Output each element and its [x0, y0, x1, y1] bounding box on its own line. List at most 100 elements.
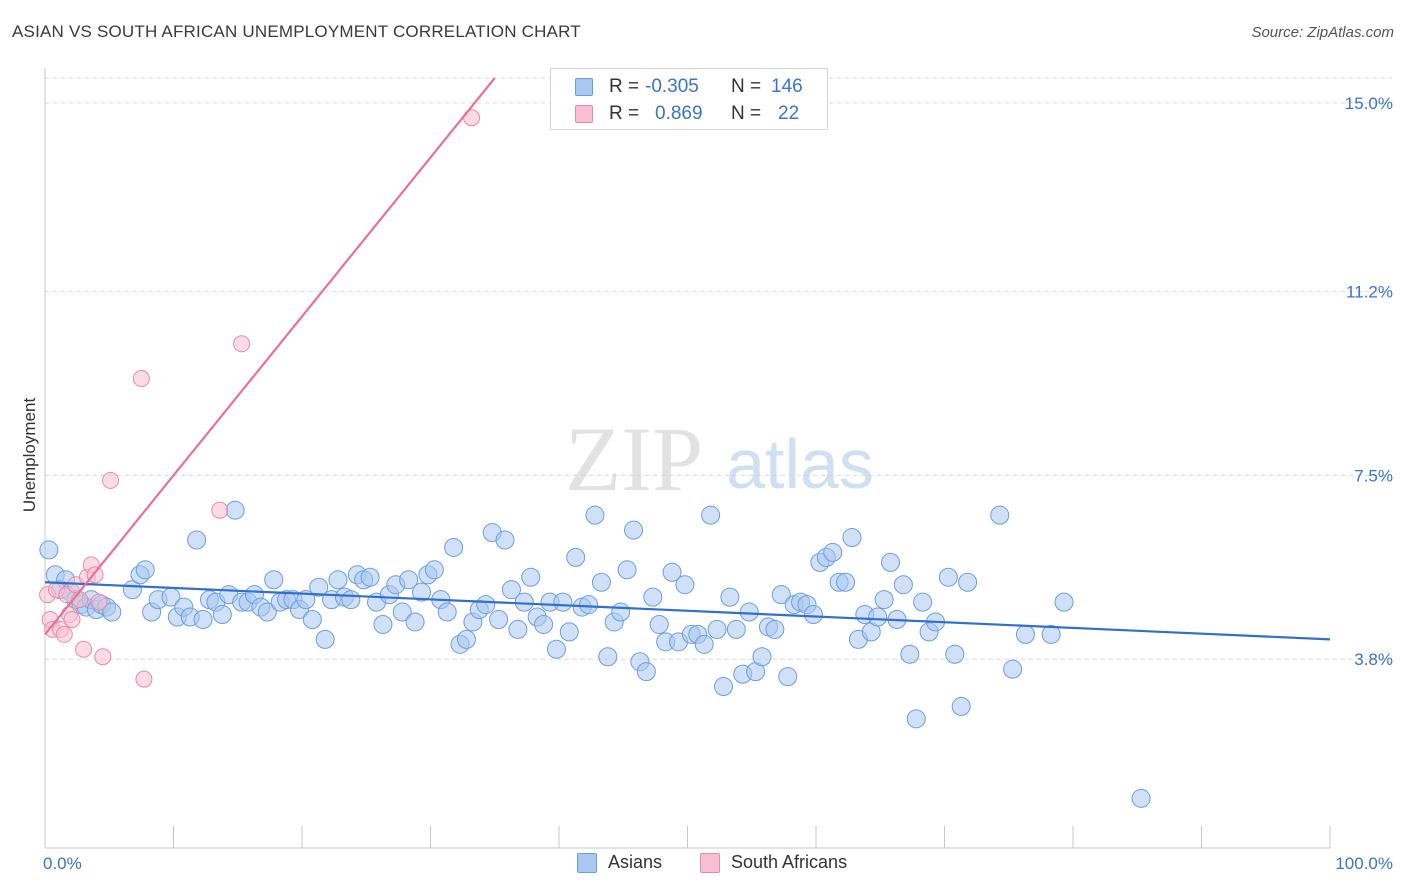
- asian-point: [264, 570, 284, 590]
- asian-point: [649, 614, 669, 634]
- bottom-legend-swatch-south-africans: [700, 853, 720, 873]
- asian-point: [257, 602, 277, 622]
- y-axis-label: Unemployment: [20, 397, 39, 513]
- south-african-point: [102, 471, 120, 489]
- south-african-trend-line: [44, 77, 496, 636]
- x-tick-label: 0.0%: [43, 854, 82, 873]
- asian-point: [444, 537, 464, 557]
- asian-point: [694, 634, 714, 654]
- legend-n-value: 22: [778, 103, 800, 124]
- south-african-point: [55, 625, 73, 643]
- legend-r-value: -0.305: [645, 76, 699, 97]
- south-african-point: [211, 501, 229, 519]
- asian-point: [566, 547, 586, 567]
- asian-point: [328, 570, 348, 590]
- asian-point: [579, 595, 599, 615]
- asian-point: [636, 662, 656, 682]
- asian-point: [836, 572, 856, 592]
- asian-point: [546, 639, 566, 659]
- asian-point: [1041, 624, 1061, 644]
- y-tick-label: 15.0%: [1345, 94, 1393, 113]
- asian-point: [868, 607, 888, 627]
- legend-swatch-south-africans: [575, 105, 593, 123]
- asian-point: [624, 520, 644, 540]
- asian-point: [598, 647, 618, 667]
- asian-point: [412, 582, 432, 602]
- asian-point: [611, 602, 631, 622]
- asian-point: [405, 612, 425, 632]
- asian-point: [1131, 788, 1151, 808]
- axes: [44, 68, 1331, 849]
- asian-point: [778, 667, 798, 687]
- asian-point: [893, 575, 913, 595]
- watermark: ZIP atlas: [565, 408, 874, 510]
- asian-point: [938, 567, 958, 587]
- asian-point: [501, 580, 521, 600]
- asian-point: [701, 505, 721, 525]
- asian-point: [495, 530, 515, 550]
- asian-point: [771, 585, 791, 605]
- asian-point: [726, 619, 746, 639]
- asian-point: [881, 552, 901, 572]
- correlation-legend: R = -0.305 N = 146 R = 0.869 N = 22: [550, 68, 828, 130]
- asian-point: [315, 629, 335, 649]
- asian-point: [720, 587, 740, 607]
- asian-point: [990, 505, 1010, 525]
- south-african-point: [135, 670, 153, 688]
- legend-row-south-africans: R = 0.869 N = 22: [575, 101, 825, 127]
- asian-point: [360, 567, 380, 587]
- legend-n-value: 146: [771, 76, 803, 97]
- asian-point: [392, 602, 412, 622]
- tick-labels: 3.8% 7.5% 11.2% 15.0% 0.0% 100.0%: [43, 94, 1393, 873]
- asian-point: [585, 505, 605, 525]
- asian-point: [508, 619, 528, 639]
- asian-point: [617, 560, 637, 580]
- south-african-point: [94, 648, 112, 666]
- asian-point: [212, 605, 232, 625]
- asian-point: [534, 614, 554, 634]
- bottom-legend-label: South Africans: [731, 852, 848, 872]
- source-note: Source: ZipAtlas.com: [1251, 24, 1394, 41]
- asian-point: [945, 644, 965, 664]
- watermark-atlas: atlas: [726, 425, 874, 503]
- asian-point: [1054, 592, 1074, 612]
- asian-point: [803, 605, 823, 625]
- legend-r-label: R =: [609, 103, 640, 124]
- asian-point: [225, 500, 245, 520]
- asian-point: [765, 619, 785, 639]
- legend-swatch-asians: [575, 78, 593, 96]
- asian-point: [193, 609, 213, 629]
- asian-point: [842, 528, 862, 548]
- asian-point: [951, 696, 971, 716]
- asian-point: [424, 560, 444, 580]
- watermark-zip: ZIP: [565, 408, 703, 510]
- asian-point: [874, 590, 894, 610]
- south-african-point: [75, 640, 93, 658]
- south-african-point: [63, 610, 81, 628]
- asian-point: [135, 560, 155, 580]
- asian-point: [373, 614, 393, 634]
- asian-point: [900, 644, 920, 664]
- asian-point: [456, 629, 476, 649]
- asian-point: [309, 577, 329, 597]
- asian-point: [559, 622, 579, 642]
- y-tick-label: 11.2%: [1346, 283, 1393, 302]
- asian-point: [553, 592, 573, 612]
- asian-point: [958, 572, 978, 592]
- asian-point: [643, 587, 663, 607]
- grid-lines: [45, 77, 1392, 660]
- legend-row-asians: R = -0.305 N = 146: [575, 74, 825, 100]
- chart-title: ASIAN VS SOUTH AFRICAN UNEMPLOYMENT CORR…: [12, 22, 581, 41]
- south-african-point: [132, 370, 150, 388]
- asian-point: [187, 530, 207, 550]
- asian-point: [514, 592, 534, 612]
- asian-point: [1015, 624, 1035, 644]
- y-tick-label: 7.5%: [1354, 466, 1393, 485]
- asian-point: [476, 595, 496, 615]
- asian-point: [739, 602, 759, 622]
- asian-point: [437, 602, 457, 622]
- south-african-point: [233, 335, 251, 353]
- asian-point: [752, 647, 772, 667]
- asian-point: [823, 542, 843, 562]
